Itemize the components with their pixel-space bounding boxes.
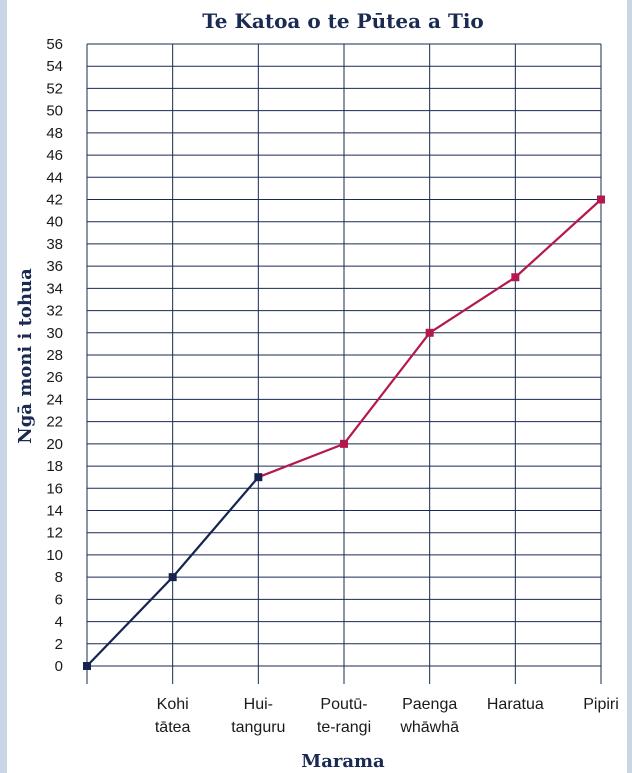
series-markers <box>83 195 605 670</box>
data-point <box>425 328 434 337</box>
x-category-label: tātea <box>155 719 191 736</box>
y-tick-label: 0 <box>55 658 63 675</box>
y-tick-label: 40 <box>46 214 63 231</box>
series-lines <box>86 198 602 667</box>
y-tick-label: 54 <box>46 58 63 75</box>
series-segment <box>343 332 431 445</box>
y-tick-label: 16 <box>46 480 63 497</box>
y-tick-label: 32 <box>46 303 63 320</box>
x-axis-title: Marama <box>301 751 385 772</box>
x-category-label: Hui- <box>244 696 273 713</box>
y-tick-label: 4 <box>55 614 63 631</box>
series-segment <box>429 276 516 334</box>
x-category-label: te-rangi <box>317 719 371 736</box>
y-tick-label: 24 <box>46 391 63 408</box>
grid <box>86 43 602 684</box>
x-category-label: Poutū- <box>320 696 367 713</box>
series-segment <box>86 576 174 667</box>
y-tick-label: 8 <box>55 569 63 586</box>
y-tick-label: 36 <box>46 258 63 275</box>
y-tick-label: 46 <box>46 147 63 164</box>
x-axis-categories: Kohi tātea Hui-tanguru Poutū-te-rangi Paenga… <box>155 696 619 736</box>
y-axis-ticks: 0246810121416182022242628303234363840424… <box>46 36 63 675</box>
y-tick-label: 2 <box>55 636 63 653</box>
data-point <box>597 195 605 204</box>
x-category-label: whāwhā <box>399 719 459 736</box>
x-category-label: Kohi <box>157 696 189 713</box>
data-point <box>168 573 177 582</box>
y-tick-label: 56 <box>46 36 63 53</box>
x-category-label: Paenga <box>402 696 457 713</box>
series-segment <box>514 198 602 279</box>
y-axis-title: Ngā moni i tohua <box>15 268 36 444</box>
data-point <box>511 273 520 282</box>
y-tick-label: 48 <box>46 125 63 142</box>
y-tick-label: 6 <box>55 591 63 608</box>
chart-title: Te Katoa o te Pūtea a Tio <box>202 9 484 33</box>
y-tick-label: 18 <box>46 458 63 475</box>
x-category-label: Haratua <box>487 696 544 713</box>
y-tick-label: 26 <box>46 369 63 386</box>
y-tick-label: 20 <box>46 436 63 453</box>
y-tick-label: 22 <box>46 414 63 431</box>
y-tick-label: 30 <box>46 325 63 342</box>
y-tick-label: 52 <box>46 80 63 97</box>
series-segment <box>171 476 260 578</box>
y-tick-label: 38 <box>46 236 63 253</box>
y-tick-label: 34 <box>46 280 63 297</box>
data-point <box>83 662 91 670</box>
data-point <box>254 473 263 482</box>
series-segment <box>257 442 345 479</box>
y-tick-label: 28 <box>46 347 63 364</box>
data-point <box>340 439 348 448</box>
y-tick-label: 42 <box>46 192 63 209</box>
y-tick-label: 44 <box>46 169 63 186</box>
y-tick-label: 14 <box>46 503 63 520</box>
y-tick-label: 10 <box>46 547 63 564</box>
x-category-label: tanguru <box>231 719 285 736</box>
x-category-label: Pipiri <box>583 696 619 713</box>
y-tick-label: 12 <box>46 525 63 542</box>
y-tick-label: 50 <box>46 103 63 120</box>
